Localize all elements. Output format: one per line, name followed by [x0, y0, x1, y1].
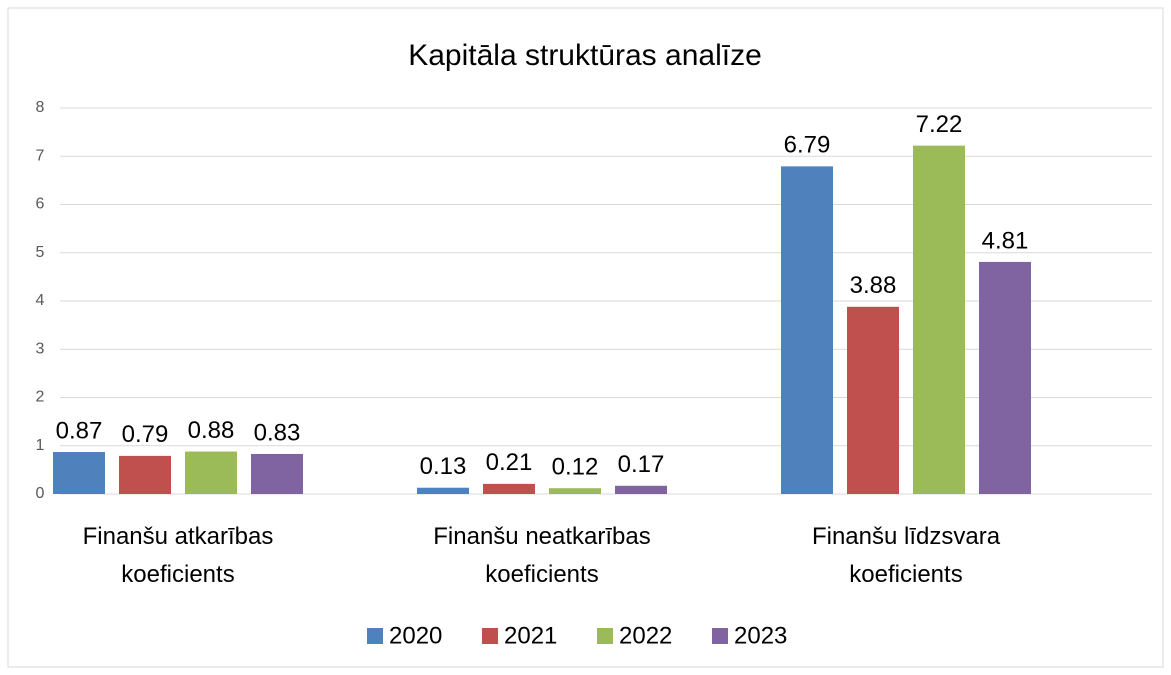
legend-swatch [482, 628, 498, 644]
data-label: 0.17 [618, 451, 665, 478]
data-label: 4.81 [982, 227, 1029, 254]
y-tick-label: 4 [36, 292, 45, 309]
x-tick-label: Finanšu atkarības koeficients [82, 523, 274, 588]
bar [847, 306, 899, 494]
legend-swatch [597, 628, 613, 644]
x-tick-label: Finanšu līdzsvara koeficients [811, 523, 1001, 588]
y-tick-label: 5 [36, 244, 45, 261]
y-tick-label: 2 [36, 389, 45, 406]
bar [417, 487, 469, 494]
bar [549, 488, 601, 494]
chart-title: Kapitāla struktūras analīze [408, 39, 762, 72]
data-label: 7.22 [916, 111, 963, 138]
bar [781, 166, 833, 494]
legend-label: 2023 [734, 622, 787, 649]
data-label: 3.88 [850, 272, 897, 299]
bar [53, 452, 105, 494]
data-label: 0.87 [56, 417, 103, 444]
legend-swatch [367, 628, 383, 644]
y-tick-label: 8 [36, 99, 45, 116]
chart-frame [7, 7, 1164, 668]
data-label: 0.13 [420, 453, 467, 480]
data-label: 0.79 [122, 421, 169, 448]
y-tick-label: 0 [36, 485, 45, 502]
bar [483, 483, 535, 494]
legend-label: 2021 [504, 622, 557, 649]
bar [979, 261, 1031, 494]
data-label: 6.79 [784, 132, 831, 159]
bar [119, 455, 171, 494]
data-label: 0.83 [254, 419, 301, 446]
x-tick-label: Finanšu neatkarības koeficients [433, 523, 651, 588]
data-label: 0.88 [188, 417, 235, 444]
bar [615, 485, 667, 494]
data-label: 0.12 [552, 454, 599, 481]
bar [251, 453, 303, 494]
y-tick-label: 3 [36, 340, 45, 357]
legend-label: 2020 [389, 622, 442, 649]
legend-swatch [712, 628, 728, 644]
bar [185, 451, 237, 494]
y-tick-label: 1 [36, 437, 45, 454]
y-tick-label: 7 [36, 147, 45, 164]
legend-label: 2022 [619, 622, 672, 649]
y-tick-label: 6 [36, 196, 45, 213]
bar [913, 145, 965, 494]
data-label: 0.21 [486, 449, 533, 476]
